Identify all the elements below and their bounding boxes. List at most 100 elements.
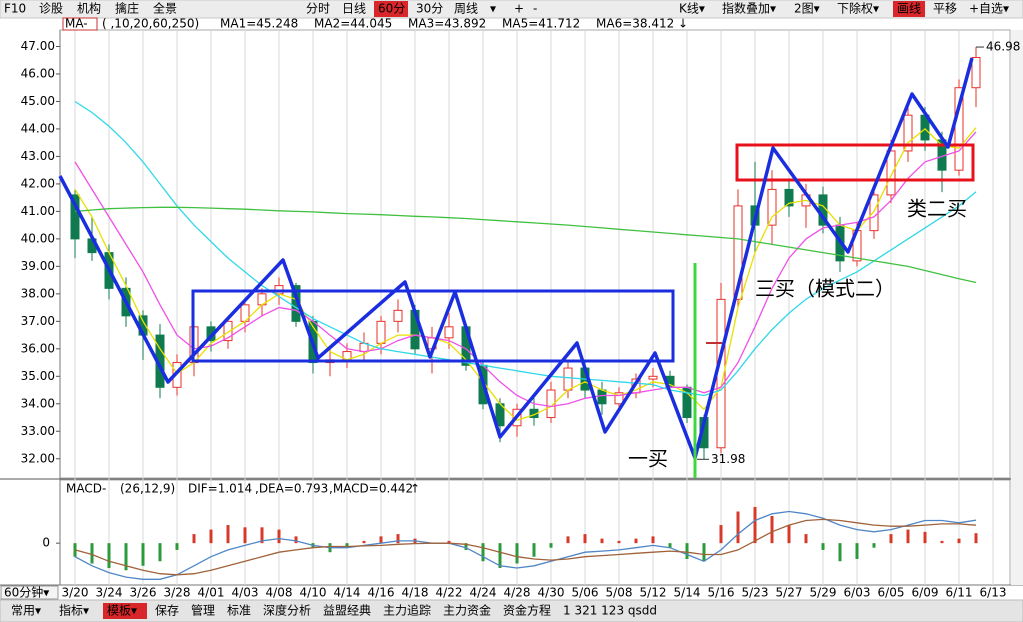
toolbar-button[interactable]: - [533,2,537,16]
toolbar-button[interactable]: 2图▾ [794,2,820,16]
y-tick-label: 34.00 [21,396,55,410]
toolbar-button[interactable]: 主力资金 [443,603,491,618]
toolbar-button[interactable]: 30分 [416,2,443,16]
candle-body [954,87,964,171]
x-tick-label: 4/01 [198,586,225,600]
toolbar-button[interactable]: 平移 [933,2,957,16]
x-tick-label: 4/08 [266,586,293,600]
toolbar-button[interactable]: 分时 [306,2,330,16]
toolbar [0,0,1023,19]
period-box[interactable] [0,585,59,600]
toolbar-button[interactable]: 诊股 [39,2,63,16]
candle-body [767,188,777,226]
x-tick-label: 5/08 [606,586,633,600]
x-tick-label: 4/22 [436,586,463,600]
candle-body [648,375,658,380]
indicator-name: MA- [65,17,88,31]
x-tick-label: 4/18 [402,586,429,600]
indicator-params: ( ,10,20,60,250) [102,17,199,31]
y-tick-label: 36.00 [21,341,55,355]
x-tick-label: 6/13 [980,586,1007,600]
box-breakout [735,143,975,182]
indicator-params: (26,12,9) [120,482,175,496]
toolbar-button[interactable]: 全景 [153,1,177,16]
toolbar-button[interactable]: +自选▾ [969,2,1009,16]
drawing-layer [58,57,975,478]
toolbar-button[interactable]: 指标▾ [59,603,89,618]
toolbar-button[interactable]: 标准 [227,604,251,618]
legend-entry: MA3=43.892 [408,17,486,31]
toolbar-button[interactable]: 机构 [77,1,101,16]
toolbar-button[interactable]: 管理 [191,603,215,618]
grid-layer [56,30,994,585]
y-tick-label: 38.00 [21,286,55,300]
x-tick-label: 6/03 [844,586,871,600]
x-tick-label: 4/28 [504,586,531,600]
toolbar-button[interactable]: 日线 [342,2,366,16]
x-tick-label: 5/29 [810,586,837,600]
x-tick-label: 3/28 [164,586,191,600]
toolbar-button[interactable]: K线▾ [679,2,705,16]
period-label[interactable]: 60分钟▾ [4,585,49,600]
x-tick-label: 6/09 [912,586,939,600]
toolbar-button[interactable]: 模板▾ [107,604,137,618]
toolbar-button[interactable]: 下除权▾ [837,1,879,16]
scrollbar[interactable] [1011,30,1023,585]
toolbar-button[interactable]: 周线 [454,2,478,16]
x-tick-label: 5/14 [674,586,701,600]
y-tick-label: 44.00 [21,121,55,135]
x-tick-label: 6/11 [946,586,973,600]
indicator-line [74,518,977,576]
toolbar-button[interactable]: 60分 [378,2,405,16]
x-tick-label: 5/27 [776,586,803,600]
candle-body [784,188,794,207]
x-tick-label: 5/12 [640,586,667,600]
indicator-line [74,127,977,422]
max-label: 46.98 [986,40,1020,54]
active-button-bg [893,1,925,17]
zigzag-stroke [58,57,974,460]
toolbar-button[interactable]: 常用▾ [11,604,41,618]
toolbar-button[interactable]: 擒庄 [115,1,139,16]
y-tick-label: 43.00 [21,149,55,163]
toolbar-button[interactable]: + [514,2,524,16]
x-tick-label: 6/05 [878,586,905,600]
toolbar-button[interactable]: ▾ [490,2,496,16]
legend-entry: MA1=45.248 [220,17,298,31]
x-tick-label: 4/30 [538,586,565,600]
y-tick-label: 46.00 [21,66,55,80]
y-tick-label: 45.00 [21,94,55,108]
y-tick-label: 39.00 [21,259,55,273]
box-consolidation [191,289,675,363]
min-label: 31.98 [711,452,745,466]
toolbar-button[interactable]: 益盟经典 [323,604,371,618]
toolbar-button[interactable]: 指数叠加▾ [722,1,776,16]
toolbar-button[interactable]: 主力追踪 [383,603,431,618]
indicator-line [74,131,977,408]
candle-body [70,194,80,240]
candle-body [903,114,913,152]
candle-body [971,56,981,89]
toolbar-button[interactable]: 资金方程 [503,603,551,618]
toolbar-button[interactable]: F10 [4,2,26,16]
candle-body [886,150,896,196]
toolbar-button[interactable]: 1 321 123 qsdd [563,604,657,618]
candle-body [597,389,607,405]
x-tick-label: 5/06 [572,586,599,600]
candle-body [444,326,454,339]
indicator-name: MACD- [66,482,106,496]
indicator-box[interactable] [62,17,98,31]
y-tick-label: 40.00 [21,231,55,245]
y-tick-label: 47.00 [21,39,55,53]
toolbar-button[interactable]: 保存 [155,604,179,618]
annotation-note: 三买（模式二） [755,277,895,301]
toolbar-button[interactable]: 画线 [897,2,921,16]
toolbar-button[interactable]: 深度分析 [263,603,311,618]
active-button-bg [374,1,408,17]
x-tick-label: 5/23 [742,586,769,600]
legend-entry: DIF=1.014 [188,482,252,496]
candle-body [546,389,556,419]
candle-body [614,392,624,405]
x-tick-label: 5/16 [708,586,735,600]
